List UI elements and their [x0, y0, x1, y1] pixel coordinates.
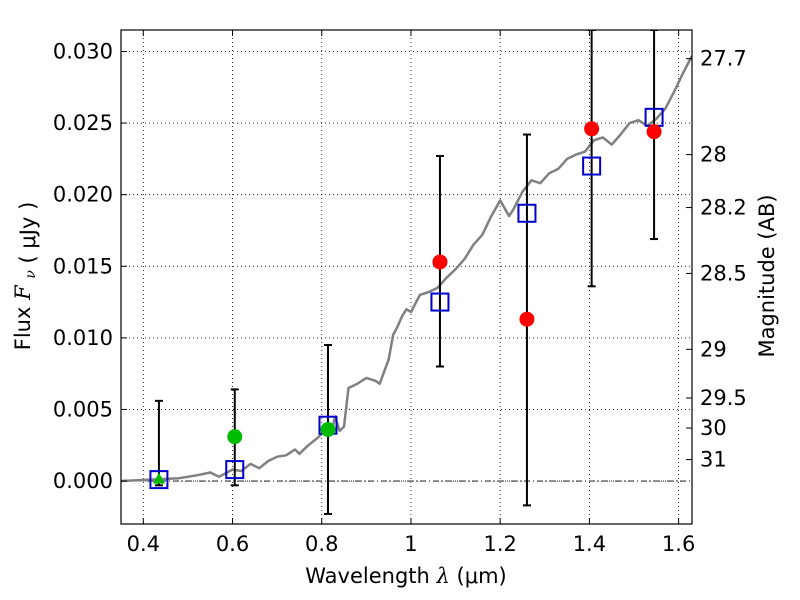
x-tick-label-0.4: 0.4 [127, 532, 160, 556]
y-tick-label-0.020: 0.020 [53, 183, 113, 207]
square-point-0 [149, 470, 169, 490]
mag-tick-label-31: 31 [700, 448, 727, 472]
mag-tick-label-28.2: 28.2 [700, 196, 747, 220]
y-axis-title: Flux F ν ( μJy ) [11, 202, 40, 351]
mag-tick-label-29: 29 [700, 337, 727, 361]
plot-frame [120, 29, 693, 525]
plot-area [120, 29, 693, 525]
data-layer [121, 30, 692, 515]
square-point-4 [517, 203, 537, 223]
y-tick-label-0.025: 0.025 [53, 111, 113, 135]
x-tick-label-0.6: 0.6 [216, 532, 249, 556]
y-tick-label-0.005: 0.005 [53, 397, 113, 421]
y-tick-label-0.010: 0.010 [53, 326, 113, 350]
mag-tick-label-29.5: 29.5 [700, 386, 747, 410]
x-axis-title: Wavelength λ (μm) [305, 564, 506, 588]
point-observed-flux-red-1 [519, 311, 535, 327]
mag-tick-label-27.7: 27.7 [700, 47, 747, 71]
y2-axis-title: Magnitude (AB) [755, 194, 779, 357]
y-tick-label-0.015: 0.015 [53, 254, 113, 278]
x-tick-label-1: 1 [404, 532, 417, 556]
mag-tick-label-28.5: 28.5 [700, 261, 747, 285]
grid-lines [121, 30, 692, 524]
square-point-5 [582, 156, 602, 176]
point-observed-flux-red-3 [646, 124, 662, 140]
point-observed-flux-green-2 [320, 421, 336, 437]
x-tick-label-1.4: 1.4 [573, 532, 606, 556]
x-tick-label-1.2: 1.2 [483, 532, 516, 556]
square-point-1 [225, 460, 245, 480]
series-line-template-sed [121, 55, 692, 483]
y-tick-label-0.030: 0.030 [53, 39, 113, 63]
point-observed-flux-red-2 [584, 121, 600, 137]
mag-tick-label-30: 30 [700, 416, 727, 440]
mag-tick-label-28: 28 [700, 143, 727, 167]
axes-ticks: 0.4 0.6 0.8 1 1.2 1.4 1.6 0.000 0.005 0.010 0.015 0… [53, 30, 747, 556]
y-tick-label-0.000: 0.000 [53, 469, 113, 493]
point-observed-flux-green-1 [227, 429, 243, 445]
x-tick-label-1.6: 1.6 [662, 532, 695, 556]
point-observed-flux-red-0 [432, 254, 448, 270]
square-point-3 [430, 292, 450, 312]
point-observed-flux-green-0 [152, 472, 165, 484]
x-tick-label-0.8: 0.8 [305, 532, 338, 556]
